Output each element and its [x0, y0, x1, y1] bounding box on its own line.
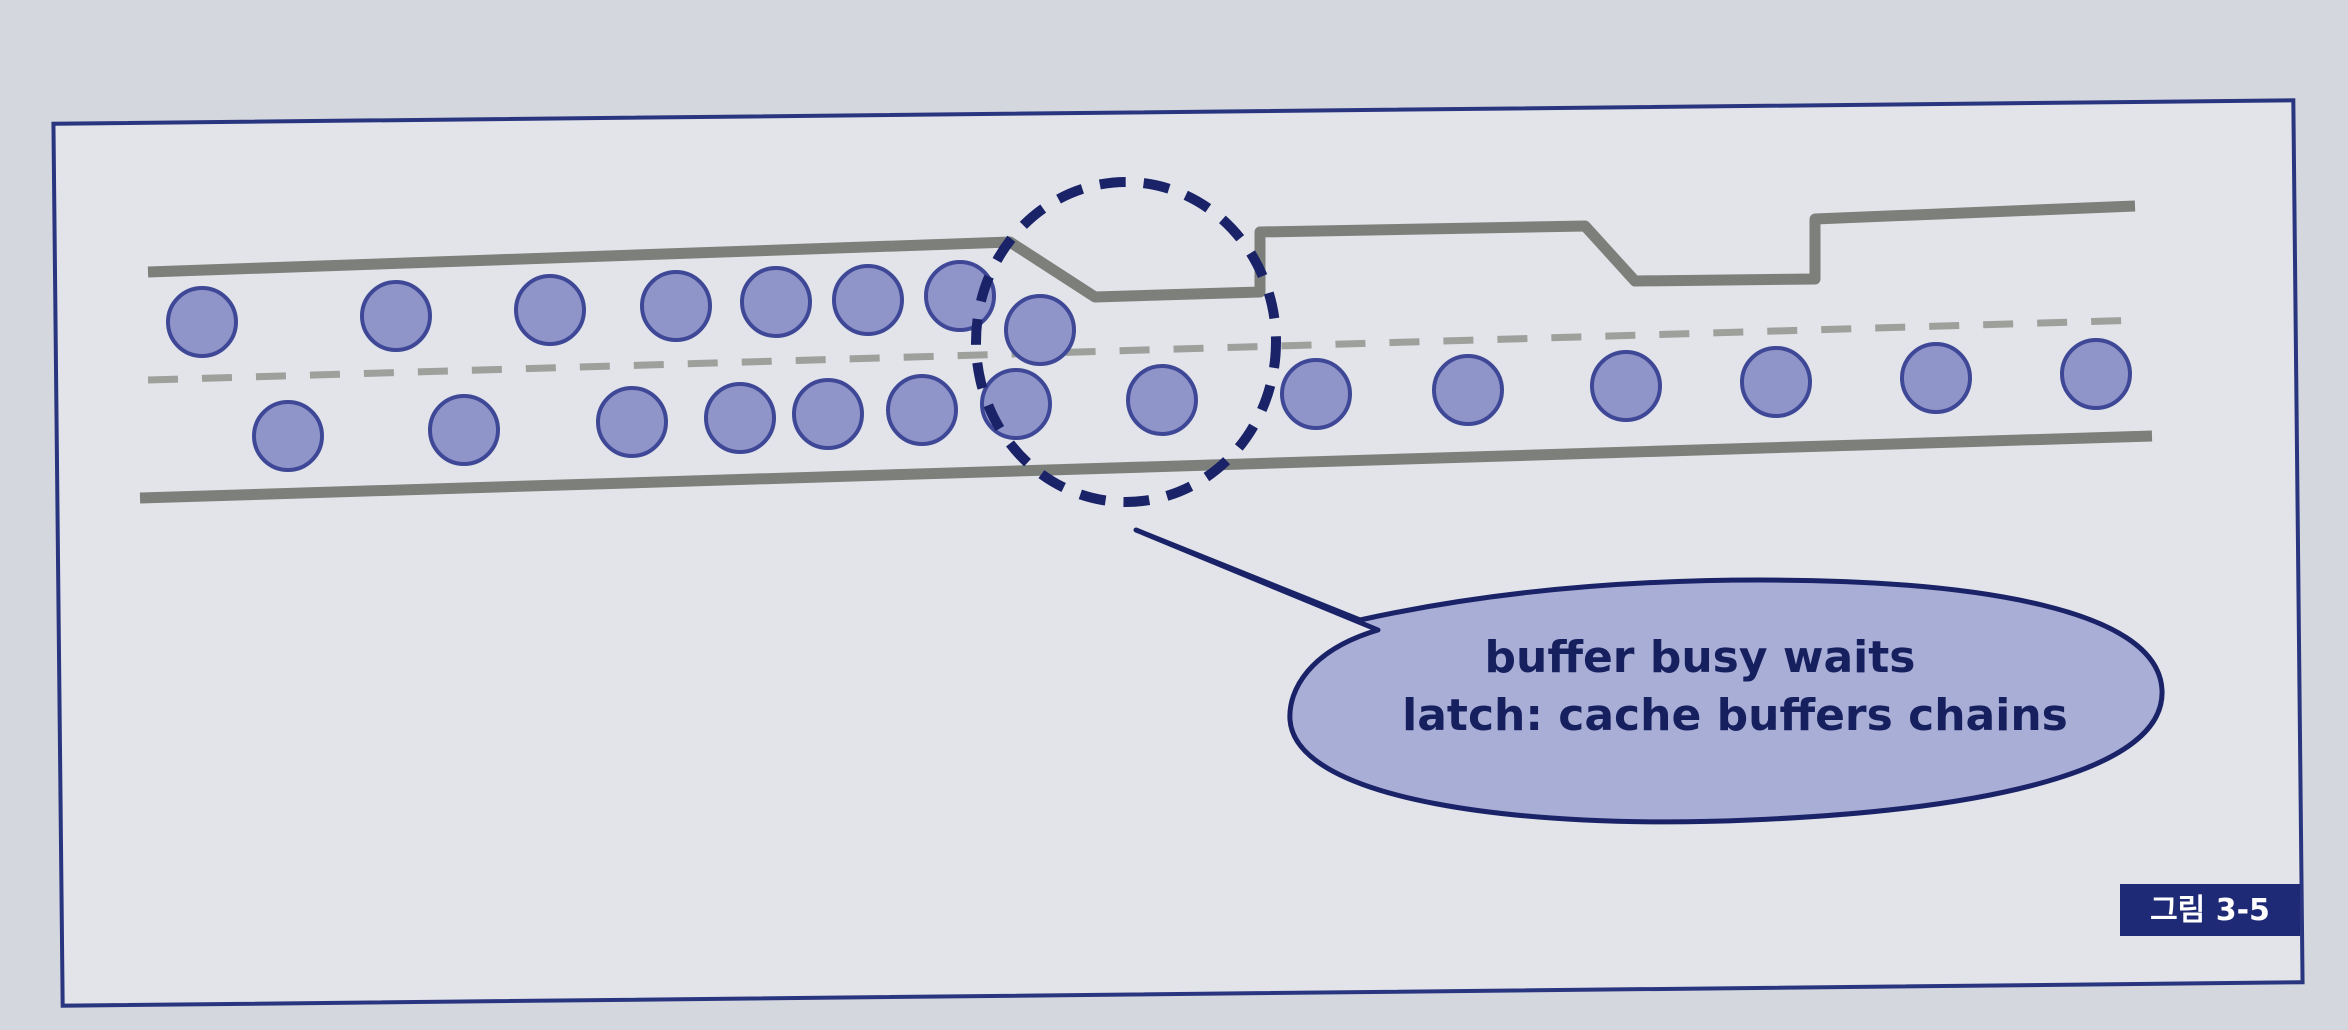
lower-lane-circle [428, 394, 500, 466]
figure-frame [51, 98, 2305, 1008]
upper-lane-circle [832, 264, 904, 336]
upper-track-line [147, 200, 2136, 303]
upper-lane-circle [740, 266, 812, 338]
lower-lane-circle [1126, 364, 1198, 436]
callout-line-1: buffer busy waits [1485, 632, 1916, 683]
lower-lane-circle [1432, 354, 1504, 426]
middle-dashed-divider [147, 316, 2143, 384]
figure-label-badge [2120, 884, 2300, 936]
lower-lane-circle [886, 374, 958, 446]
upper-lane-circle [924, 260, 996, 332]
lower-lane-circle [1590, 350, 1662, 422]
lower-lane-circles [252, 338, 2132, 472]
lower-lane-circle [1280, 358, 1352, 430]
upper-lane-circle [514, 274, 586, 346]
lower-lane-circle [704, 382, 776, 454]
lower-lane-circle [252, 400, 324, 472]
lower-lane-circle [2060, 338, 2132, 410]
callout-line-2: latch: cache buffers chains [1402, 690, 2068, 741]
lower-track-line [139, 430, 2153, 504]
lower-lane-circle [792, 378, 864, 450]
upper-lane-circles [166, 260, 1076, 366]
callout-bubble [1133, 527, 2165, 825]
lower-lane-circle [1740, 346, 1812, 418]
upper-lane-circle [166, 286, 238, 358]
upper-lane-circle [360, 280, 432, 352]
upper-lane-circle [640, 270, 712, 342]
upper-lane-circle [1004, 294, 1076, 366]
figure-label: 그림 3-5 [2150, 893, 2270, 928]
contention-highlight-circle [971, 177, 1281, 507]
lower-lane-circle [596, 386, 668, 458]
lower-lane-circle [1900, 342, 1972, 414]
